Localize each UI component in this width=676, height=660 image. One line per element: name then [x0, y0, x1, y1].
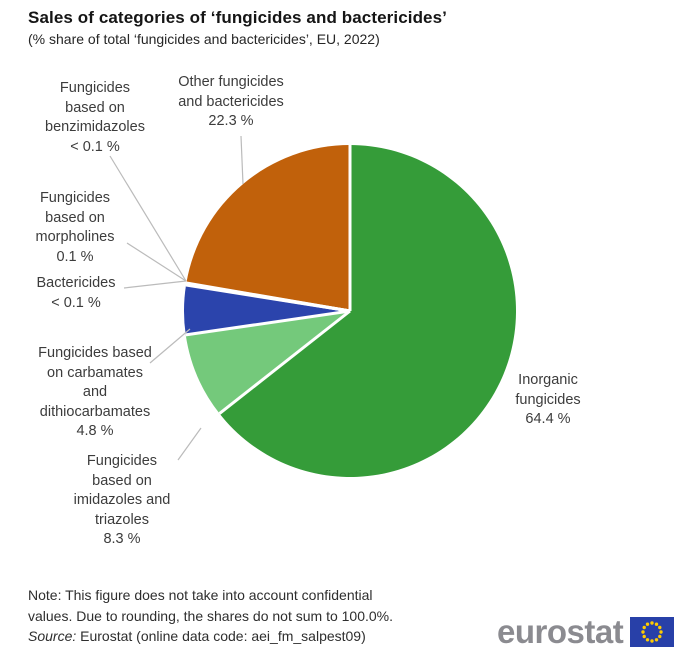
slice-separator: [185, 309, 351, 337]
flag-star: [659, 629, 663, 634]
flag-star: [646, 622, 650, 626]
flag-star: [655, 622, 659, 626]
source-label: Source:: [28, 628, 77, 644]
leader-line: [123, 280, 187, 289]
eurostat-logo-text: eurostat: [497, 613, 624, 650]
leader-line: [126, 242, 187, 282]
pie-slice-other-fungicides-and-bactericides: [186, 145, 350, 311]
flag-star: [650, 620, 654, 625]
source-text: Eurostat (online data code: aei_fm_salpe…: [76, 628, 366, 644]
pie-slice-inorganic-fungicides: [219, 145, 517, 478]
eu-flag-icon: [630, 616, 675, 647]
callout-fungicides-morpholines: Fungicides based on morpholines 0.1 %: [35, 190, 115, 265]
callout-bactericides: Bactericides < 0.1 %: [36, 275, 116, 311]
flag-star: [650, 638, 654, 643]
pie-slice-fungicides-based-on-imidazoles-and-triazoles: [185, 311, 350, 414]
leader-line: [109, 155, 187, 282]
flag-star: [646, 637, 650, 641]
callout-fungicides-carbamates: Fungicides based on carbamates and dithi…: [38, 345, 152, 439]
flag-star: [655, 637, 659, 641]
chart-source: Source: Eurostat (online data code: aei_…: [28, 628, 366, 644]
flag-star: [641, 629, 645, 634]
chart-subtitle: (% share of total ‘fungicides and bacter…: [28, 31, 380, 47]
callout-fungicides-benzimidazoles: Fungicides based on benzimidazoles < 0.1…: [45, 80, 145, 155]
leader-line: [177, 427, 202, 461]
callout-fungicides-imidazoles-triazoles: Fungicides based on imidazoles and triaz…: [73, 453, 171, 547]
leader-line: [149, 328, 191, 364]
chart-note: Note: This figure does not take into acc…: [28, 587, 394, 624]
callout-inorganic-fungicides: Inorganic fungicides 64.4 %: [515, 372, 581, 427]
slice-separator: [218, 309, 351, 415]
pie-slice-fungicides-based-on-carbamates-and-dithiocarbamates: [183, 285, 350, 335]
flag-star: [658, 625, 662, 629]
leader-line: [240, 135, 244, 185]
callout-other-fungicides-bactericides: Other fungicides and bactericides 22.3 %: [178, 74, 284, 129]
chart-title: Sales of categories of ‘fungicides and b…: [28, 8, 447, 27]
flag-star: [642, 625, 647, 629]
slice-separator: [186, 281, 351, 313]
flag-star: [642, 634, 647, 638]
eurostat-logo: eurostat: [497, 613, 675, 650]
flag-star: [658, 634, 662, 638]
